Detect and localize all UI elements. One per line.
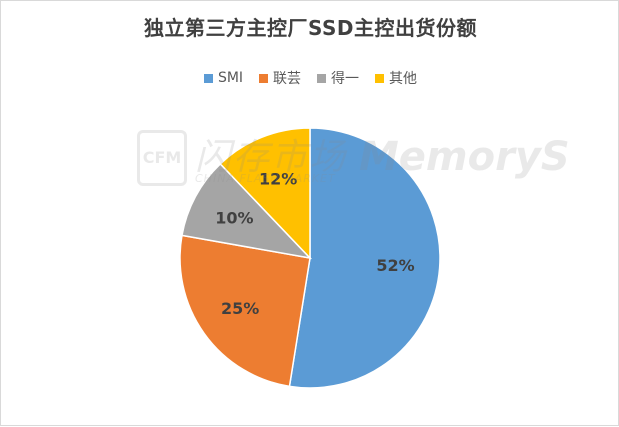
legend-label-maxio: 联芸	[273, 71, 302, 87]
pie-label-yeestor: 10%	[215, 208, 253, 227]
pie-label-other: 12%	[259, 169, 297, 188]
pie-slice-yeestor	[181, 162, 313, 260]
legend-label-other: 其他	[389, 71, 418, 87]
legend-item-yeestor: 得一	[317, 68, 359, 88]
legend-label-smi: SMI	[217, 70, 244, 86]
pie-label-maxio: 25%	[221, 299, 259, 318]
legend-item-smi: SMI	[203, 68, 244, 88]
legend-swatch-yeestor	[317, 73, 327, 83]
legend: SMI 联芸 得一 其他	[1, 68, 619, 88]
pie-slice-other	[219, 127, 311, 260]
legend-swatch-maxio	[259, 73, 269, 83]
chart-title: 独立第三方主控厂SSD主控出货份额	[143, 16, 477, 40]
legend-label-yeestor: 得一	[331, 71, 360, 87]
pie-label-smi: 52%	[376, 256, 414, 275]
legend-item-other: 其他	[375, 68, 417, 88]
pie-slice-smi	[288, 127, 441, 389]
legend-swatch-other	[375, 73, 385, 83]
pie-slice-maxio	[179, 234, 311, 388]
legend-swatch-smi	[203, 73, 213, 83]
legend-item-maxio: 联芸	[259, 68, 301, 88]
